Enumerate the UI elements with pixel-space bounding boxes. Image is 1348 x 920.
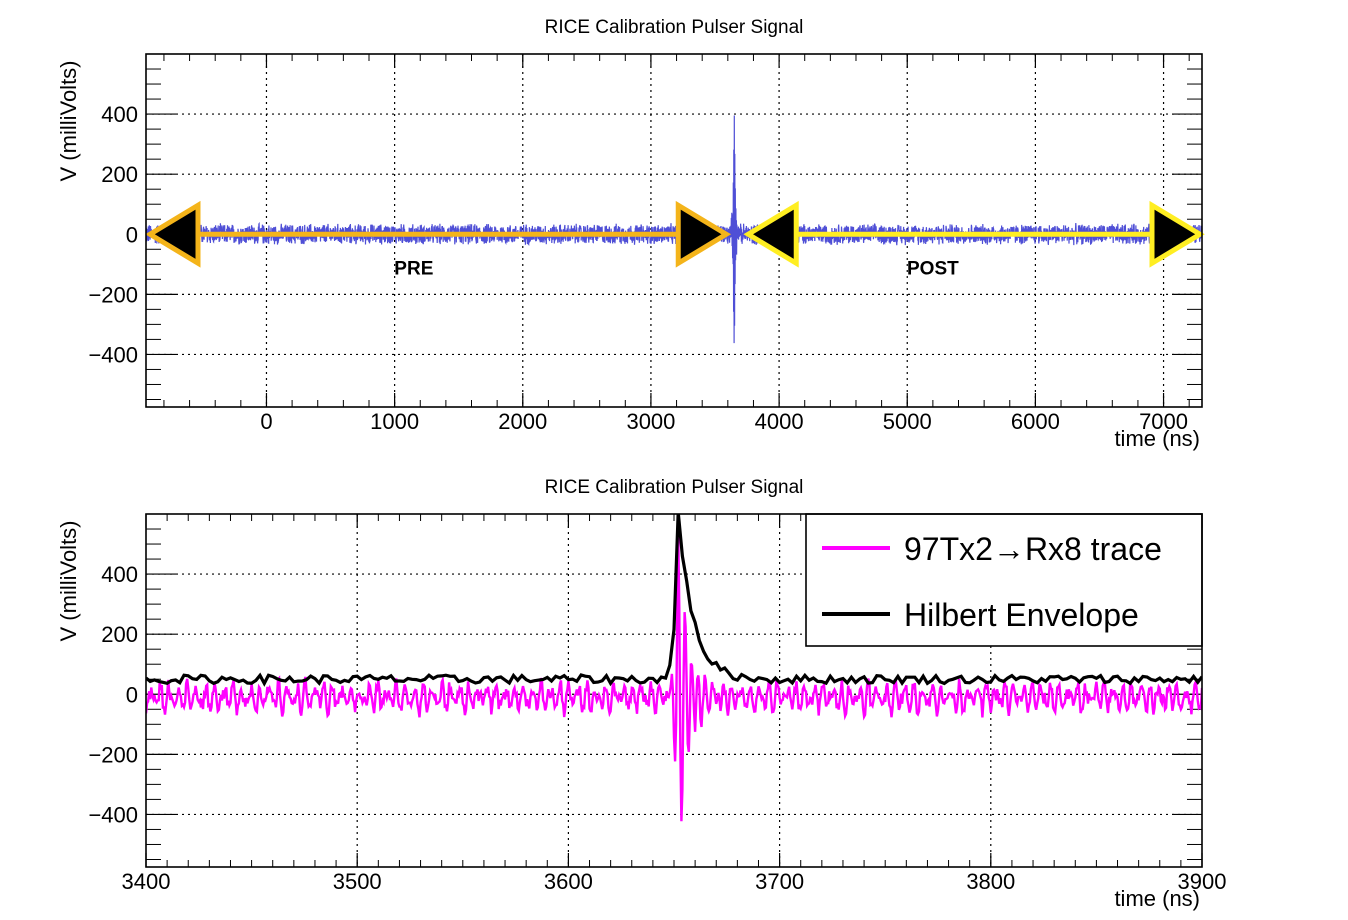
bottom-title: RICE Calibration Pulser Signal bbox=[545, 477, 804, 498]
bottom-ytick-label: −400 bbox=[88, 802, 138, 827]
bottom-ytick-label: −200 bbox=[88, 742, 138, 767]
legend-label-trace: 97Tx2→Rx8 trace bbox=[904, 531, 1162, 567]
top-x-tick-labels: 0 1000 2000 3000 4000 5000 6000 7000 bbox=[260, 409, 1188, 434]
top-ytick-label: −200 bbox=[88, 282, 138, 307]
bottom-ytick-label: 0 bbox=[126, 682, 138, 707]
top-ytick-label: 400 bbox=[101, 102, 138, 127]
legend-box bbox=[805, 513, 1203, 647]
bottom-x-tick-labels: 3400 3500 3600 3700 3800 3900 bbox=[122, 869, 1227, 894]
top-xtick-label: 5000 bbox=[883, 409, 932, 434]
top-xtick-label: 6000 bbox=[1011, 409, 1060, 434]
top-axis-ticks bbox=[146, 54, 1202, 407]
bottom-xtick-label: 3900 bbox=[1178, 869, 1227, 894]
bottom-series-layer bbox=[146, 514, 1202, 822]
bottom-xtick-label: 3600 bbox=[544, 869, 593, 894]
top-plot-frame bbox=[145, 53, 1203, 408]
bottom-xtick-label: 3700 bbox=[755, 869, 804, 894]
top-y-tick-labels: −400 −200 0 200 400 bbox=[88, 102, 138, 367]
top-xtick-label: 7000 bbox=[1139, 409, 1188, 434]
top-trace-line bbox=[145, 115, 1203, 344]
bottom-ylabel: V (milliVolts) bbox=[56, 520, 81, 641]
top-grid bbox=[146, 54, 1202, 407]
top-ytick-label: 200 bbox=[101, 162, 138, 187]
top-xtick-label: 0 bbox=[260, 409, 272, 434]
bottom-panel: RICE Calibration Pulser Signal V (milliV… bbox=[56, 477, 1226, 911]
bottom-xtick-label: 3800 bbox=[966, 869, 1015, 894]
bottom-xlabel: time (ns) bbox=[1114, 886, 1200, 911]
top-xtick-label: 4000 bbox=[755, 409, 804, 434]
top-xtick-label: 2000 bbox=[498, 409, 547, 434]
top-title: RICE Calibration Pulser Signal bbox=[545, 17, 804, 38]
bottom-envelope-line bbox=[146, 514, 1202, 687]
annotation-arrowhead-left-post bbox=[743, 200, 799, 268]
top-panel: RICE Calibration Pulser Signal V (milliV… bbox=[56, 17, 1205, 451]
top-xtick-label: 3000 bbox=[626, 409, 675, 434]
bottom-plot-frame bbox=[145, 513, 1203, 868]
bottom-trace-line bbox=[146, 532, 1202, 822]
bottom-ytick-label: 200 bbox=[101, 622, 138, 647]
annotation-label-pre: PRE bbox=[394, 258, 433, 279]
top-annotations: PRE POST bbox=[145, 200, 1205, 279]
legend-label-envelope: Hilbert Envelope bbox=[904, 597, 1139, 633]
annotation-arrowhead-left-pre bbox=[145, 200, 201, 268]
bottom-y-tick-labels: −400 −200 0 200 400 bbox=[88, 562, 138, 827]
top-xtick-label: 1000 bbox=[370, 409, 419, 434]
top-ytick-label: 0 bbox=[126, 222, 138, 247]
annotation-arrowhead-right-post bbox=[1149, 200, 1205, 268]
bottom-ytick-label: 400 bbox=[101, 562, 138, 587]
legend: 97Tx2→Rx8 trace Hilbert Envelope bbox=[805, 513, 1203, 647]
top-xlabel: time (ns) bbox=[1114, 426, 1200, 451]
annotation-arrowhead-right-pre bbox=[675, 200, 732, 268]
top-ytick-label: −400 bbox=[88, 342, 138, 367]
bottom-xtick-label: 3400 bbox=[122, 869, 171, 894]
top-series-layer bbox=[145, 115, 1203, 344]
top-ylabel: V (milliVolts) bbox=[56, 60, 81, 181]
annotation-label-post: POST bbox=[907, 258, 959, 279]
bottom-xtick-label: 3500 bbox=[333, 869, 382, 894]
